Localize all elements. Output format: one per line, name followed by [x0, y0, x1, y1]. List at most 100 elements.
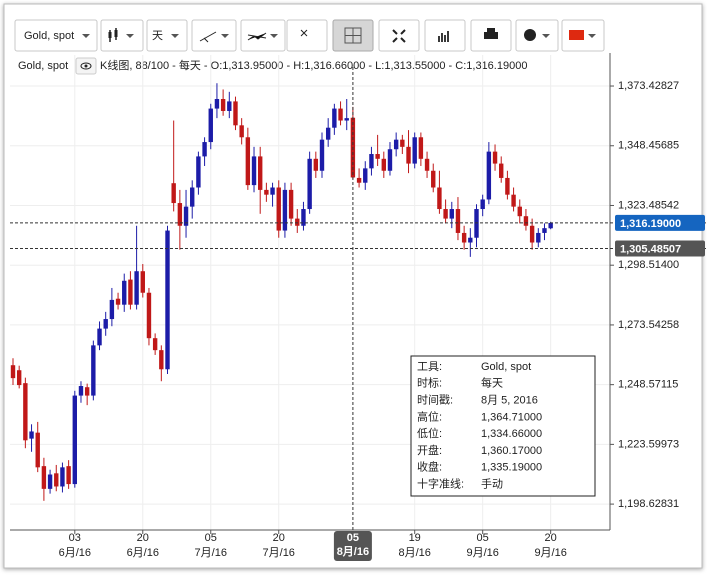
candle-body [288, 189, 294, 219]
x-tick-month: 9月/16 [466, 547, 498, 559]
candle-body [344, 118, 349, 121]
candle-body [375, 154, 380, 159]
candle-body [325, 127, 331, 140]
candle-body [523, 216, 529, 226]
x-tick-label: 20 [273, 532, 285, 544]
fullscreen-icon [392, 29, 406, 43]
candle-body [233, 101, 238, 126]
info-value: Gold, spot [481, 361, 531, 373]
candle-body [109, 299, 115, 320]
candle-body [270, 187, 275, 195]
candle-body [245, 137, 251, 186]
candle-body [461, 232, 467, 243]
fullscreen-button[interactable] [378, 19, 420, 52]
candle-body [282, 189, 288, 231]
info-value: 手动 [481, 477, 503, 491]
candle-body [431, 170, 436, 188]
instrument-label: Gold, spot [24, 30, 74, 42]
indicator-icon [247, 32, 267, 41]
chart-info: K线图, 88/100 - 每天 - O:1,313.95000 - H:1,3… [100, 58, 527, 72]
info-label: 时标: [417, 376, 442, 390]
info-label: 低位: [417, 426, 442, 440]
candle-body [338, 108, 343, 121]
crosshair-x-month: 8月/16 [337, 545, 369, 558]
x-tick-label: 20 [545, 532, 557, 544]
candle-body [499, 163, 504, 178]
x-tick-month: 7月/16 [195, 547, 227, 559]
candle-body [171, 183, 176, 204]
settings-icon [524, 29, 536, 41]
candle-body [66, 466, 71, 485]
candle-body [54, 473, 59, 487]
candle-body [16, 370, 22, 386]
info-box [410, 355, 596, 497]
candle-body [264, 189, 269, 195]
candle-icon [114, 30, 118, 37]
candle-body [381, 158, 386, 171]
flag-icon [569, 30, 584, 40]
candle-body [220, 99, 226, 111]
candle-body [517, 206, 522, 217]
candle-body [196, 156, 201, 188]
candle-body [443, 209, 448, 219]
info-label: 高位: [417, 409, 442, 423]
candle-body [47, 474, 53, 489]
candle-body [437, 187, 442, 210]
x-tick-label: 05 [205, 532, 217, 544]
candle-body [60, 467, 65, 487]
candle-body [449, 209, 454, 219]
candle-body [190, 187, 195, 207]
eye-icon [84, 64, 88, 68]
candle-body [276, 187, 281, 231]
info-label: 收盘: [417, 460, 442, 474]
chart-type-button[interactable] [100, 19, 144, 52]
candle-body [251, 156, 257, 186]
candle-body [84, 387, 90, 396]
info-value: 1,364.71000 [481, 411, 542, 423]
candle-body [128, 279, 133, 305]
candle-body [319, 139, 325, 171]
candle-body [239, 125, 244, 138]
candle-body [202, 142, 207, 157]
info-label: 十字准线: [417, 477, 464, 491]
y-tick-label: 1,248.57115 [618, 379, 678, 391]
candle-body [208, 108, 213, 143]
candle-body [369, 154, 374, 169]
x-tick-month: 7月/16 [263, 547, 295, 559]
candle-body [183, 206, 189, 226]
x-tick-month: 6月/16 [127, 547, 159, 559]
info-value: 8月 5, 2016 [481, 395, 538, 407]
y-tick-label: 1,323.48542 [618, 199, 679, 211]
info-label: 开盘: [417, 443, 442, 457]
candle-body [424, 158, 430, 171]
last-price-box [615, 214, 705, 231]
candle-body [23, 383, 28, 441]
candle-body [418, 137, 424, 159]
candle-body [227, 101, 232, 111]
candle-body [72, 395, 77, 485]
x-tick-label: 19 [409, 532, 421, 544]
print-icon [487, 28, 495, 32]
crosshair-icon [345, 28, 361, 43]
y-tick-label: 1,298.51400 [618, 259, 679, 271]
candle-body [295, 218, 300, 226]
candle-body [301, 209, 306, 226]
candle-body [332, 108, 337, 128]
x-tick-month: 9月/16 [534, 547, 566, 559]
timeframe-button[interactable] [146, 19, 188, 52]
dropdown-arrow [171, 34, 179, 38]
x-tick-month: 8月/16 [398, 547, 430, 559]
candle-body [387, 149, 393, 171]
timeframe-label: 天 [152, 30, 163, 42]
instrument-button[interactable] [14, 19, 98, 52]
y-tick-label: 1,198.62831 [618, 498, 679, 510]
candle-body [511, 194, 516, 207]
plot-area: 1,373.42827 1,348.45685 1,323.48542 1,298.5… [10, 53, 706, 561]
candle-body [455, 209, 461, 233]
dropdown-arrow [221, 34, 229, 38]
settings-button[interactable] [515, 19, 559, 52]
draw-tool-button[interactable] [191, 19, 237, 52]
candle-body [536, 232, 541, 243]
